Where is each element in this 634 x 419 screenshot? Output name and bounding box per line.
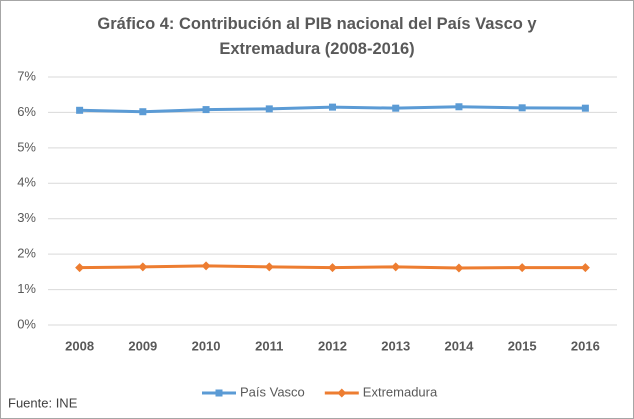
- x-tick-label: 2016: [571, 338, 600, 353]
- marker: [517, 263, 527, 273]
- y-tick-label: 6%: [17, 104, 36, 119]
- y-tick-label: 2%: [17, 246, 36, 261]
- y-tick-label: 7%: [17, 68, 36, 83]
- x-tick-label: 2012: [318, 338, 347, 353]
- marker: [392, 104, 400, 112]
- x-tick-label: 2011: [255, 338, 283, 353]
- marker: [337, 388, 347, 398]
- marker: [265, 105, 273, 113]
- y-tick-label: 1%: [17, 281, 36, 296]
- marker: [580, 263, 590, 273]
- marker: [264, 262, 274, 272]
- x-tick-label: 2009: [128, 338, 157, 353]
- marker: [454, 263, 464, 273]
- y-tick-label: 0%: [17, 316, 36, 331]
- marker: [391, 262, 401, 272]
- x-tick-label: 2008: [65, 338, 94, 353]
- marker: [76, 106, 84, 114]
- x-tick-label: 2010: [192, 338, 221, 353]
- marker: [75, 263, 85, 273]
- y-tick-label: 4%: [17, 175, 36, 190]
- marker: [518, 104, 526, 112]
- x-tick-label: 2014: [444, 338, 474, 353]
- legend-label: Extremadura: [363, 384, 438, 399]
- marker: [201, 261, 211, 271]
- marker: [328, 263, 337, 273]
- marker: [455, 103, 463, 111]
- marker: [215, 389, 223, 397]
- y-tick-label: 3%: [17, 210, 36, 225]
- marker: [139, 108, 147, 116]
- x-tick-label: 2013: [381, 338, 410, 353]
- marker: [202, 106, 210, 114]
- x-tick-label: 2015: [508, 338, 537, 353]
- marker: [581, 104, 589, 112]
- legend-label: País Vasco: [240, 384, 305, 399]
- y-tick-label: 5%: [17, 139, 36, 154]
- marker: [329, 103, 336, 111]
- chart-title: Gráfico 4: Contribución al PIB nacional …: [97, 15, 537, 58]
- source-note: Fuente: INE: [8, 395, 78, 410]
- marker: [138, 262, 148, 272]
